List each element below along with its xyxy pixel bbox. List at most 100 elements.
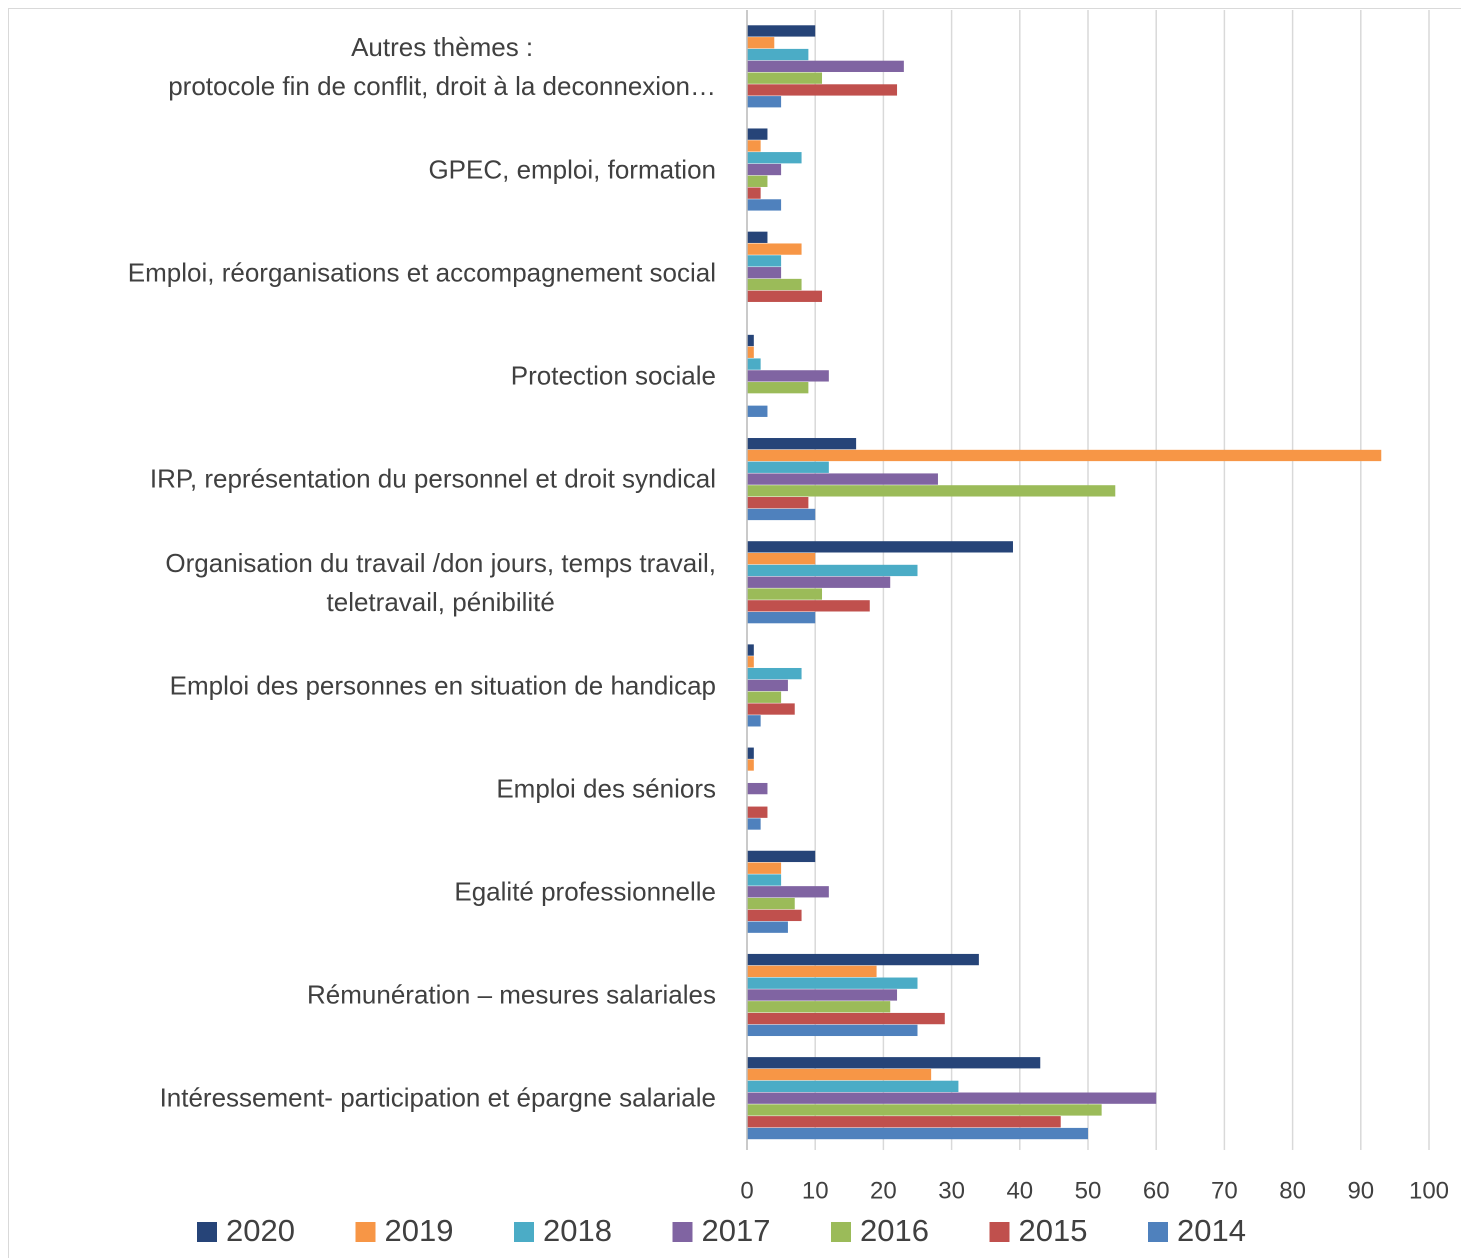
bar (747, 187, 761, 199)
legend-label: 2018 (543, 1213, 612, 1248)
legend-swatch (989, 1222, 1010, 1242)
bar (747, 541, 1013, 553)
bar (747, 612, 816, 624)
bar (747, 862, 782, 874)
bar (747, 175, 768, 187)
bar (747, 1080, 959, 1093)
bar (747, 497, 809, 509)
bar (747, 703, 795, 715)
bar (747, 1024, 918, 1037)
bar (747, 449, 1382, 462)
x-tick-label: 30 (938, 1177, 965, 1204)
bar (747, 909, 802, 922)
bar (747, 358, 761, 370)
bar (747, 1127, 1088, 1140)
bar (747, 96, 782, 108)
y-tick-label: IRP, représentation du personnel et droi… (149, 463, 716, 494)
x-tick-label: 0 (740, 1177, 753, 1204)
bar (747, 782, 768, 795)
bar (747, 759, 754, 771)
legend-label: 2017 (702, 1213, 771, 1248)
bar (747, 1092, 1157, 1104)
bar (747, 231, 768, 243)
bar (747, 806, 768, 818)
legend-swatch (514, 1222, 534, 1242)
bar (747, 48, 809, 61)
bar (747, 691, 782, 703)
x-tick-label: 80 (1279, 1177, 1306, 1204)
bar (747, 267, 782, 279)
bar (747, 473, 938, 485)
y-tick-label: Protection sociale (510, 360, 716, 391)
bar (747, 438, 857, 450)
y-tick-label: Organisation du travail /don jours, temp… (165, 547, 716, 617)
bar (747, 243, 802, 255)
bar (747, 1001, 891, 1013)
y-tick-label: Egalité professionnelle (454, 876, 716, 907)
x-tick-label: 20 (870, 1177, 897, 1204)
bar (747, 25, 816, 37)
legend-swatch (831, 1222, 851, 1242)
bar (747, 667, 802, 680)
bar (747, 874, 782, 886)
x-tick-label: 90 (1347, 1177, 1374, 1204)
bar (747, 370, 829, 382)
y-tick-label: Intéressement- participation et épargne … (159, 1082, 716, 1113)
bar (747, 290, 823, 302)
bar (747, 897, 795, 910)
bar (747, 715, 761, 727)
bar (747, 818, 761, 830)
bar (747, 163, 782, 176)
bar (747, 1116, 1061, 1128)
bar (747, 989, 898, 1001)
bar (747, 600, 870, 612)
bar (747, 553, 816, 565)
bar (747, 37, 775, 49)
bar (747, 255, 782, 267)
legend-label: 2019 (385, 1213, 454, 1248)
bar (747, 140, 761, 152)
bar (747, 965, 877, 978)
x-tick-label: 40 (1006, 1177, 1033, 1204)
legend-label: 2015 (1019, 1213, 1088, 1248)
bar (747, 977, 918, 989)
y-tick-label: Emploi des séniors (496, 773, 716, 804)
bar (747, 60, 904, 72)
bar (747, 1068, 932, 1081)
y-tick-label: Autres thèmes : protocole fin de conflit… (168, 31, 716, 101)
legend-swatch (197, 1222, 217, 1242)
bar (747, 953, 979, 966)
legend-swatch (355, 1222, 376, 1242)
x-tick-label: 50 (1075, 1177, 1102, 1204)
bar (747, 1104, 1102, 1116)
bar (747, 382, 809, 394)
x-tick-label: 10 (802, 1177, 829, 1204)
bar (747, 128, 768, 140)
legend-label: 2014 (1177, 1213, 1246, 1248)
bar (747, 508, 816, 521)
bar (747, 921, 788, 933)
frame (8, 8, 1461, 1258)
bar (747, 576, 891, 588)
x-tick-label: 60 (1143, 1177, 1170, 1204)
bar (747, 278, 802, 291)
legend-label: 2020 (226, 1213, 295, 1248)
bar (747, 405, 768, 417)
legend-swatch (672, 1222, 693, 1242)
bar (747, 644, 754, 656)
legend-label: 2016 (860, 1213, 929, 1248)
bar (747, 334, 754, 347)
bar (747, 152, 802, 164)
y-tick-label: Emploi, réorganisations et accompagnemen… (127, 257, 716, 288)
y-tick-label: Rémunération – mesures salariales (307, 979, 716, 1010)
y-tick-label: GPEC, emploi, formation (428, 154, 716, 185)
bar (747, 1057, 1041, 1069)
bar (747, 461, 829, 473)
bar (747, 588, 823, 600)
bar (747, 72, 823, 84)
bar (747, 850, 816, 863)
bar (747, 346, 754, 358)
x-tick-label: 70 (1211, 1177, 1238, 1204)
